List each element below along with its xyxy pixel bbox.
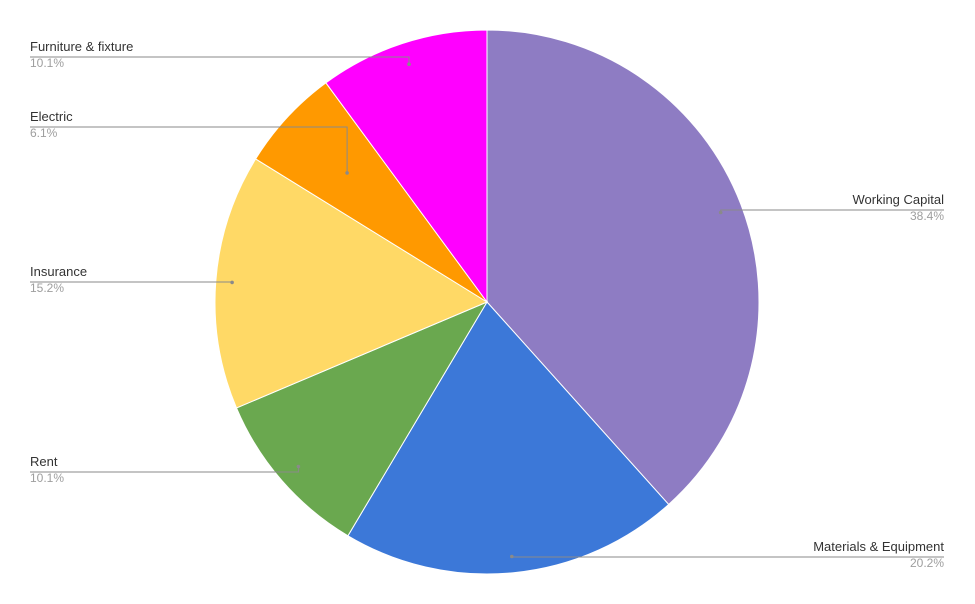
slice-label-rent: Rent bbox=[30, 454, 58, 469]
pie-slice-working-capital[interactable] bbox=[486, 29, 760, 506]
leader-line-electric bbox=[30, 126, 348, 173]
slice-percent-insurance: 15.2% bbox=[30, 281, 64, 295]
slice-percent-working-capital: 38.4% bbox=[910, 209, 944, 223]
leader-line-furniture-and-fixture bbox=[30, 56, 410, 65]
pie-slice-furniture-and-fixture[interactable] bbox=[325, 29, 488, 304]
leader-dot-materials-and-equipment bbox=[510, 554, 514, 559]
leader-dot-insurance bbox=[230, 280, 234, 285]
slice-percent-materials-and-equipment: 20.2% bbox=[910, 556, 944, 570]
slice-label-insurance: Insurance bbox=[30, 264, 87, 279]
slice-label-electric: Electric bbox=[30, 109, 73, 124]
slice-label-working-capital: Working Capital bbox=[852, 192, 944, 207]
leader-dot-furniture-and-fixture bbox=[407, 62, 411, 66]
slice-percent-rent: 10.1% bbox=[30, 471, 64, 485]
slice-label-materials-and-equipment: Materials & Equipment bbox=[813, 539, 944, 554]
leader-dot-working-capital bbox=[718, 210, 723, 215]
pie-slice-rent[interactable] bbox=[235, 300, 489, 537]
slice-label-furniture-and-fixture: Furniture & fixture bbox=[30, 39, 133, 54]
slices-layer bbox=[214, 29, 760, 575]
leader-line-materials-and-equipment bbox=[511, 556, 944, 558]
leader-dot-rent bbox=[296, 464, 301, 469]
slice-percent-furniture-and-fixture: 10.1% bbox=[30, 56, 64, 70]
leader-dot-electric bbox=[345, 171, 349, 175]
slice-percent-electric: 6.1% bbox=[30, 126, 58, 140]
labels-layer: Working Capital 38.4% Materials & Equipmen… bbox=[30, 39, 944, 570]
leader-line-rent bbox=[30, 466, 299, 473]
pie-slice-materials-and-equipment[interactable] bbox=[347, 301, 670, 575]
pie-slice-insurance[interactable] bbox=[214, 158, 489, 409]
